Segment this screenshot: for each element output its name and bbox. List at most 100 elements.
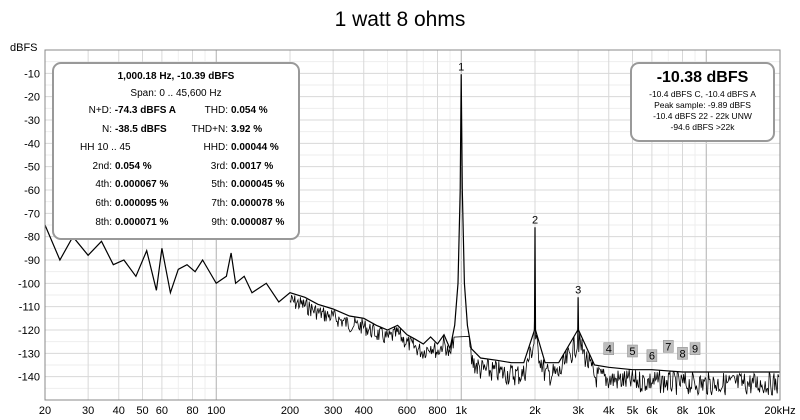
y-tick-label: -110 bbox=[19, 302, 40, 314]
x-tick-label: 8k bbox=[677, 405, 689, 417]
measurement-label: 6th: bbox=[95, 197, 112, 209]
measurement-label: 7th: bbox=[211, 197, 228, 209]
measurement-label: 8th: bbox=[95, 216, 112, 228]
x-tick-label: 30 bbox=[82, 405, 94, 417]
harmonic-label: 8 bbox=[679, 348, 685, 360]
measurement-cell: 9th: 0.000087 % bbox=[176, 214, 292, 233]
measurement-label: HHD: bbox=[203, 142, 228, 154]
harmonic-marker-box bbox=[627, 344, 638, 358]
x-tick-labels: 20 30 40 50 60 80 100 200 300 400 600 800 1k 2k 3k 4k 5k… bbox=[39, 405, 796, 417]
measurement-cell: 6th: 0.000095 % bbox=[60, 195, 176, 214]
chart-title: 1 watt 8 ohms bbox=[334, 8, 466, 31]
harmonic-label: 7 bbox=[665, 341, 671, 353]
measurement-cell: 7th: 0.000078 % bbox=[176, 195, 292, 214]
level-line: -94.6 dBFS >22k bbox=[670, 122, 735, 132]
measurement-value: 0.054 % bbox=[115, 160, 152, 172]
level-line: Peak sample: -9.89 dBFS bbox=[654, 100, 751, 110]
x-tick-label: 20kHz bbox=[764, 405, 795, 417]
measurement-value: -74.3 dBFS A bbox=[114, 105, 176, 116]
measurement-value: 0.054 % bbox=[231, 105, 268, 116]
harmonic-marker-box bbox=[646, 349, 658, 362]
x-tick-label: 100 bbox=[207, 405, 225, 417]
y-tick-label: -50 bbox=[24, 162, 40, 174]
x-tick-label: 1k bbox=[455, 405, 467, 417]
x-tick-label: 300 bbox=[324, 405, 342, 417]
level-line: -10.4 dBFS C, -10.4 dBFS A bbox=[649, 89, 756, 99]
measurement-label: 2nd: bbox=[92, 160, 112, 172]
measurement-label: N+D: bbox=[88, 105, 112, 116]
measurement-row: 6th: 0.000095 % 7th: 0.000078 % bbox=[60, 195, 292, 214]
noise-floor-texture bbox=[289, 294, 780, 396]
level-panel[interactable]: -10.38 dBFS -10.4 dBFS C, -10.4 dBFS A P… bbox=[630, 62, 775, 142]
x-tick-label: 5k bbox=[627, 405, 639, 417]
measurement-value: 0.000095 % bbox=[115, 197, 169, 209]
fundamental-readout: 1,000.18 Hz, -10.39 dBFS bbox=[117, 71, 235, 82]
measurement-value: 0.000078 % bbox=[231, 197, 285, 209]
harmonic-label: 6 bbox=[649, 351, 655, 363]
measurement-value: 0.000067 % bbox=[115, 179, 169, 191]
measurement-label: 3rd: bbox=[210, 160, 228, 172]
measurement-value: 0.00044 % bbox=[231, 142, 279, 154]
measurement-row: 2nd: 0.054 % 3rd: 0.0017 % bbox=[60, 158, 292, 177]
x-tick-label: 20 bbox=[39, 405, 51, 417]
x-tick-label: 800 bbox=[428, 405, 446, 417]
y-tick-label: -60 bbox=[24, 185, 40, 197]
measurement-cell: 4th: 0.000067 % bbox=[60, 176, 176, 195]
spectrum-line bbox=[44, 74, 780, 373]
measurement-label: THD+N: bbox=[191, 123, 228, 135]
y-tick-labels: -10 -20 -30 -40 -50 -60 -70 -80 -90 -100 -110 -120 -… bbox=[18, 68, 40, 383]
measurement-row: HH 10 .. 45 HHD: 0.00044 % bbox=[60, 139, 292, 158]
measurement-label: 9th: bbox=[211, 216, 228, 228]
measurement-row: N+D: -74.3 dBFS A THD: 0.054 % bbox=[60, 102, 292, 121]
measurement-row: 8th: 0.000071 % 9th: 0.000087 % bbox=[60, 214, 292, 233]
measurement-value: 0.0017 % bbox=[231, 160, 274, 172]
measurement-label: THD: bbox=[204, 105, 228, 116]
measurement-panel[interactable]: 1,000.18 Hz, -10.39 dBFS Span: 0 .. 45,6… bbox=[52, 62, 300, 240]
level-line: -10.4 dBFS 22 - 22k UNW bbox=[653, 111, 752, 121]
y-tick-label: -100 bbox=[18, 278, 40, 290]
measurement-label: N: bbox=[102, 123, 112, 135]
x-tick-label: 50 bbox=[136, 405, 148, 417]
y-tick-label: -20 bbox=[24, 92, 40, 104]
x-tick-label: 3k bbox=[572, 405, 584, 417]
measurement-row: 4th: 0.000067 % 5th: 0.000045 % bbox=[60, 176, 292, 195]
y-tick-label: -130 bbox=[18, 348, 40, 360]
x-tick-label: 40 bbox=[113, 405, 125, 417]
measurement-cell: 3rd: 0.0017 % bbox=[176, 158, 292, 177]
y-tick-label: -140 bbox=[18, 372, 40, 384]
measurement-label: 5th: bbox=[211, 179, 228, 191]
plot-frame bbox=[44, 49, 781, 401]
measurement-cell: 8th: 0.000071 % bbox=[60, 214, 176, 233]
measurement-value: 3.92 % bbox=[231, 123, 263, 135]
x-tick-label: 4k bbox=[603, 405, 615, 417]
harmonic-label: 9 bbox=[692, 344, 698, 356]
y-tick-label: -40 bbox=[24, 138, 40, 150]
measurement-cell: 2nd: 0.054 % bbox=[60, 158, 176, 177]
measurement-label: 4th: bbox=[95, 179, 112, 191]
harmonic-marker-box bbox=[603, 342, 615, 355]
harmonic-marker-box bbox=[689, 342, 701, 355]
y-tick-label: -70 bbox=[24, 208, 40, 220]
harmonic-marker-box bbox=[663, 340, 674, 353]
measurement-cell: HH 10 .. 45 bbox=[60, 139, 176, 158]
x-tick-label: 60 bbox=[156, 405, 168, 417]
harmonic-label: 5 bbox=[629, 346, 635, 358]
y-tick-label: -120 bbox=[18, 325, 40, 337]
harmonic-label: 3 bbox=[575, 284, 581, 296]
y-tick-label: -90 bbox=[24, 255, 40, 267]
measurement-cell: HHD: 0.00044 % bbox=[176, 139, 292, 158]
harmonic-marker-box bbox=[677, 347, 688, 360]
x-tick-label: 10k bbox=[697, 405, 715, 417]
span-readout: Span: 0 .. 45,600 Hz bbox=[130, 88, 222, 99]
measurement-cell: THD+N: 3.92 % bbox=[176, 121, 292, 140]
harmonic-label: 2 bbox=[532, 214, 538, 226]
harmonic-label: 4 bbox=[606, 344, 612, 356]
measurement-label: HH 10 .. 45 bbox=[80, 142, 131, 154]
measurement-cell: THD: 0.054 % bbox=[176, 102, 292, 121]
x-tick-label: 200 bbox=[281, 405, 299, 417]
measurement-value: -38.5 dBFS bbox=[115, 123, 167, 135]
x-tick-label: 400 bbox=[355, 405, 373, 417]
y-axis-label: dBFS bbox=[10, 42, 38, 54]
measurement-value: 0.000071 % bbox=[115, 216, 169, 228]
measurement-rows: N+D: -74.3 dBFS A THD: 0.054 % N: -38.5 dBFS T… bbox=[60, 102, 292, 232]
